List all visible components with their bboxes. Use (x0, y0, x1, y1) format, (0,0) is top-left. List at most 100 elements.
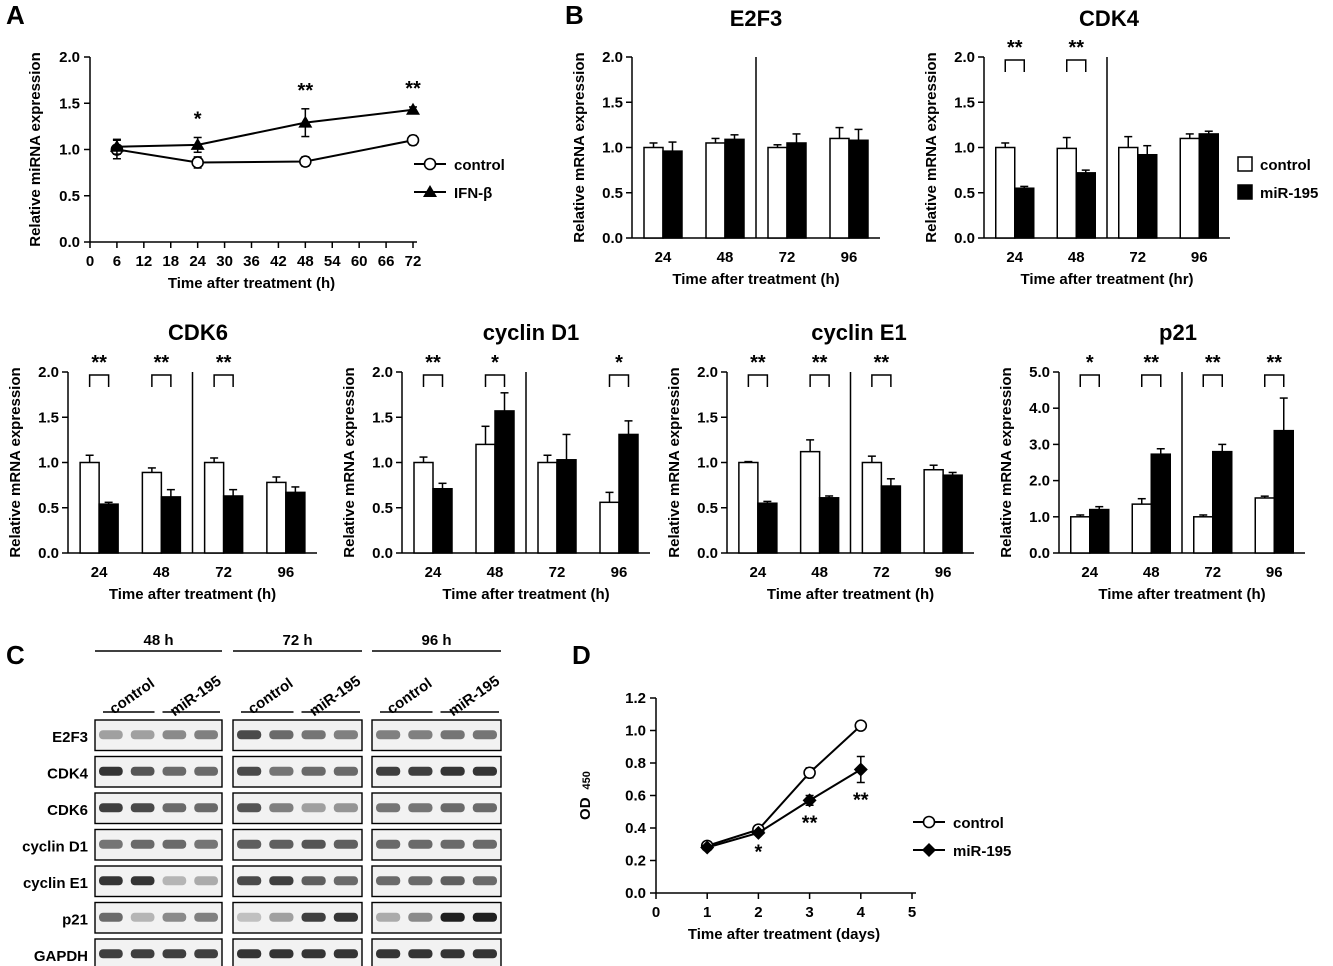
chart-cdk6-significance-bracket (213, 374, 234, 387)
blot-band (269, 876, 294, 886)
panel-d-y-tick-label: 1.2 (625, 690, 646, 707)
blot-band (333, 949, 358, 959)
panel-a-x-tick-label: 18 (162, 253, 179, 270)
blot-band (162, 730, 187, 740)
panel-a-y-tick-label: 1.0 (59, 142, 80, 159)
chart-cyclin-e1-bar-treated (880, 485, 902, 554)
panel-a-x-tick-label: 60 (351, 253, 368, 270)
chart-e2f3-bar-treated (724, 138, 745, 239)
blot-band (472, 803, 497, 813)
blot-band (162, 876, 187, 886)
legend-control-swatch (1237, 156, 1253, 172)
blot-timepoint-label: 96 h (421, 632, 451, 649)
blot-band (130, 803, 155, 813)
blot-band (194, 912, 218, 922)
blot-protein-label: CDK4 (47, 766, 88, 783)
blot-band (301, 730, 326, 740)
panel-a-y-tick-label: 0.0 (59, 234, 80, 251)
panel-a-x-tick-label: 72 (405, 253, 422, 270)
blot-band (99, 949, 123, 959)
blot-band (130, 912, 155, 922)
panel-a-point (406, 102, 420, 115)
chart-e2f3-x-tick-label: 72 (779, 249, 796, 266)
chart-p21-significance-bracket (1264, 374, 1285, 387)
blot-band (472, 730, 497, 740)
blot-band (376, 730, 401, 740)
chart-cyclin-e1-significance-label: ** (750, 352, 766, 374)
chart-cdk4-y-tick-label: 2.0 (954, 49, 975, 66)
chart-cyclin-d1-x-tick-label: 72 (549, 564, 566, 581)
chart-cyclin-e1-significance-label: ** (874, 352, 890, 374)
blot-band (130, 730, 155, 740)
chart-cdk4-bar-treated (1075, 172, 1096, 239)
blot-band (408, 803, 433, 813)
blot-band (237, 766, 262, 776)
chart-cyclin-e1-bar-control (738, 461, 759, 554)
chart-p21-x-tick-label: 96 (1266, 564, 1283, 581)
chart-e2f3-bar-control (643, 146, 664, 239)
panel-d-y-axis-label-subscript: 450 (581, 771, 593, 789)
blot-band (376, 766, 401, 776)
blot-band (269, 766, 294, 776)
chart-cyclin-e1-y-tick-label: 0.5 (697, 500, 718, 517)
chart-cdk4-bar-treated (1137, 153, 1158, 239)
panel-c-letter: C (6, 640, 25, 670)
chart-p21-y-tick-label: 3.0 (1029, 436, 1050, 453)
blot-band (376, 876, 401, 886)
chart-p21-significance-bracket (1202, 374, 1223, 387)
chart-cdk6-y-tick-label: 1.0 (38, 455, 59, 472)
panel-d-significance-label: ** (853, 790, 869, 812)
panel-a-x-tick-label: 0 (86, 253, 94, 270)
chart-cdk6-significance-label: ** (154, 352, 170, 374)
blot-condition-label: miR-195 (445, 673, 503, 720)
panel-a-point (298, 115, 313, 128)
chart-cdk6-x-tick-label: 96 (278, 564, 295, 581)
panel-d-x-tick-label: 1 (703, 904, 711, 921)
blot-band (194, 730, 218, 740)
chart-cdk4-bar-control (1118, 146, 1139, 239)
panel-a-x-tick-label: 42 (270, 253, 287, 270)
chart-cdk6-bar-control (266, 481, 287, 554)
panel-d-point (802, 793, 817, 808)
blot-band (237, 876, 262, 886)
blot-band (99, 766, 123, 776)
panel-a-significance-label: * (194, 108, 202, 130)
chart-cyclin-d1-y-tick-label: 0.5 (372, 500, 393, 517)
chart-cyclin-e1-y-tick-label: 2.0 (697, 364, 718, 381)
blot-band (130, 839, 155, 849)
chart-p21-x-tick-label: 72 (1204, 564, 1221, 581)
blot-band (194, 839, 218, 849)
chart-cyclin-d1-bar-control (413, 461, 434, 554)
chart-e2f3-x-axis-label: Time after treatment (h) (672, 271, 839, 288)
chart-e2f3-bar-control (829, 137, 850, 239)
blot-band (440, 730, 465, 740)
chart-cyclin-d1-significance-bracket (608, 374, 630, 387)
panel-d-point (853, 762, 868, 777)
chart-cyclin-d1-x-axis-label: Time after treatment (h) (442, 586, 609, 603)
chart-cyclin-e1-x-axis-label: Time after treatment (h) (767, 586, 934, 603)
chart-p21-significance-bracket (1141, 374, 1162, 387)
blot-band (472, 912, 497, 922)
chart-cdk4-significance-bracket (1066, 59, 1087, 72)
chart-e2f3-bar-treated (786, 142, 807, 239)
panel-d-legend-label: miR-195 (953, 843, 1011, 860)
blot-band (333, 766, 358, 776)
panel-a-point (299, 155, 312, 168)
chart-cdk4-significance-label: ** (1007, 37, 1023, 59)
blot-band (333, 730, 358, 740)
panel-a-y-axis-label: Relative miRNA expression (27, 52, 44, 247)
blot-band (162, 803, 187, 813)
panel-a-point (109, 139, 124, 152)
chart-cdk6-bar-treated (222, 495, 244, 554)
chart-cyclin-d1-y-tick-label: 2.0 (372, 364, 393, 381)
chart-cyclin-d1-bar-control (537, 461, 558, 554)
panel-d-y-tick-label: 0.2 (625, 853, 646, 870)
panel-d-series-line (706, 724, 862, 847)
chart-cyclin-e1-significance-bracket (871, 374, 892, 387)
blot-band (440, 876, 465, 886)
panel-a-x-tick-label: 36 (243, 253, 260, 270)
blot-band (194, 949, 218, 959)
panel-d: D 0.0 0.2 0.4 0.6 0.8 1.0 1.2 0 1 2 3 4 5 Time after t… (572, 640, 1011, 943)
panel-a: A 0.0 0.5 1.0 1.5 2.0 0 6 12 18 24 30 36 42 48 54 60 66 72… (6, 0, 505, 292)
